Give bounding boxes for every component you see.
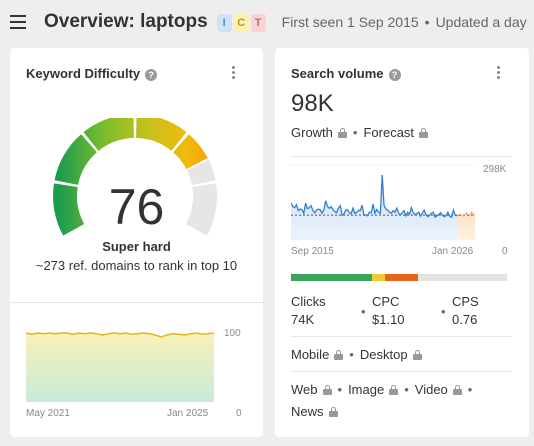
gauge-segment-filled — [173, 134, 208, 170]
forecast-area-fill — [457, 212, 475, 240]
stat-clicks-label: Clicks — [291, 294, 326, 309]
stat-cpc-label: CPC — [372, 294, 400, 309]
stat-clicks-value: 74K — [291, 312, 315, 327]
kd-more-options-icon[interactable] — [232, 66, 236, 80]
search-type-image[interactable]: Image — [348, 382, 385, 397]
stat-cps-value: 0.76 — [452, 312, 478, 327]
sv-series-line — [291, 174, 458, 219]
updated-text: Updated a day — [435, 14, 527, 30]
device-desktop[interactable]: Desktop — [359, 347, 408, 362]
search-type-row-2: News — [291, 404, 338, 419]
kd-y-min-label: 0 — [236, 408, 242, 419]
intent-badge: I — [216, 13, 232, 32]
dot-separator: • — [337, 382, 343, 397]
sv-divider — [291, 336, 511, 337]
lock-icon — [389, 385, 399, 395]
kd-description: ~273 ref. domains to rank in top 10 — [35, 258, 238, 273]
search-volume-card: Search volume? 98K Growth • Forecast 298K … — [275, 48, 529, 437]
clicks-bar-segment — [384, 274, 419, 281]
search-type-news[interactable]: News — [291, 404, 324, 419]
difficulty-gauge — [53, 118, 217, 236]
dot-separator: • — [361, 304, 366, 319]
clicks-bar-segment — [418, 274, 507, 281]
clicks-bar-segment — [372, 274, 385, 281]
intent-badge: T — [250, 13, 266, 32]
dot-separator: • — [349, 347, 354, 362]
clicks-distribution-bar — [291, 274, 507, 281]
first-seen-text: First seen 1 Sep 2015 — [281, 14, 419, 30]
info-icon[interactable]: ? — [145, 69, 158, 81]
kd-series-line — [26, 332, 214, 338]
forecast-label[interactable]: Forecast — [363, 125, 415, 140]
gauge-segment-filled — [83, 118, 134, 151]
dot-separator: • — [404, 382, 409, 397]
forecast-line — [456, 211, 475, 218]
keyword-difficulty-card: Keyword Difficulty? 76 Super hard ~273 r… — [10, 48, 263, 437]
gauge-segment-empty — [185, 183, 217, 236]
kd-title-text: Keyword Difficulty — [26, 66, 141, 81]
search-volume-chart — [291, 164, 475, 240]
sv-x-end-label: Jan 2026 — [432, 246, 474, 257]
meta-separator: • — [424, 14, 430, 30]
search-volume-value: 98K — [291, 90, 334, 117]
dot-separator: • — [352, 125, 358, 140]
device-row: Mobile • Desktop — [291, 347, 422, 362]
sv-more-options-icon[interactable] — [497, 66, 501, 80]
dot-separator: • — [467, 382, 473, 397]
clicks-bar-segment — [291, 274, 372, 281]
lock-icon — [322, 385, 332, 395]
kd-history-chart — [26, 332, 214, 402]
lock-icon — [337, 128, 347, 138]
lock-icon — [419, 128, 429, 138]
search-type-web[interactable]: Web — [291, 382, 318, 397]
menu-icon[interactable] — [10, 15, 26, 29]
sv-divider — [291, 371, 511, 372]
intent-badge: C — [233, 13, 249, 32]
kd-title: Keyword Difficulty? — [26, 66, 158, 81]
kd-y-max-label: 100 — [224, 328, 241, 339]
sv-y-max-label: 298K — [483, 164, 507, 175]
sv-x-start-label: Sep 2015 — [291, 246, 334, 257]
lock-icon — [412, 350, 422, 360]
kd-score: 76 — [108, 179, 165, 235]
search-type-video[interactable]: Video — [414, 382, 448, 397]
sv-y-min-label: 0 — [502, 246, 508, 257]
sv-title-text: Search volume — [291, 66, 384, 81]
growth-label[interactable]: Growth — [291, 125, 333, 140]
gauge-segment-filled — [54, 134, 97, 185]
growth-forecast-row: Growth • Forecast — [291, 125, 429, 140]
sv-area-fill — [291, 174, 457, 240]
sv-title: Search volume? — [291, 66, 401, 81]
kd-area-fill — [26, 333, 214, 402]
page-title: Overview: laptops — [44, 11, 208, 32]
kd-label: Super hard — [102, 239, 171, 254]
kd-divider — [10, 302, 263, 303]
device-mobile[interactable]: Mobile — [291, 347, 330, 362]
stat-cps-label: CPS — [452, 294, 479, 309]
stat-cpc-value: $1.10 — [372, 312, 405, 327]
kd-x-start-label: May 2021 — [26, 408, 70, 419]
lock-icon — [334, 350, 344, 360]
lock-icon — [452, 385, 462, 395]
info-icon[interactable]: ? — [388, 69, 401, 81]
gauge-segment-filled — [136, 118, 187, 151]
kd-x-end-label: Jan 2025 — [167, 408, 209, 419]
sv-divider — [291, 156, 511, 157]
lock-icon — [328, 407, 338, 417]
gauge-segment-filled — [53, 183, 85, 236]
dot-separator: • — [441, 304, 446, 319]
search-type-row: Web • Image • Video • — [291, 382, 478, 397]
gauge-segment-empty — [187, 159, 216, 185]
